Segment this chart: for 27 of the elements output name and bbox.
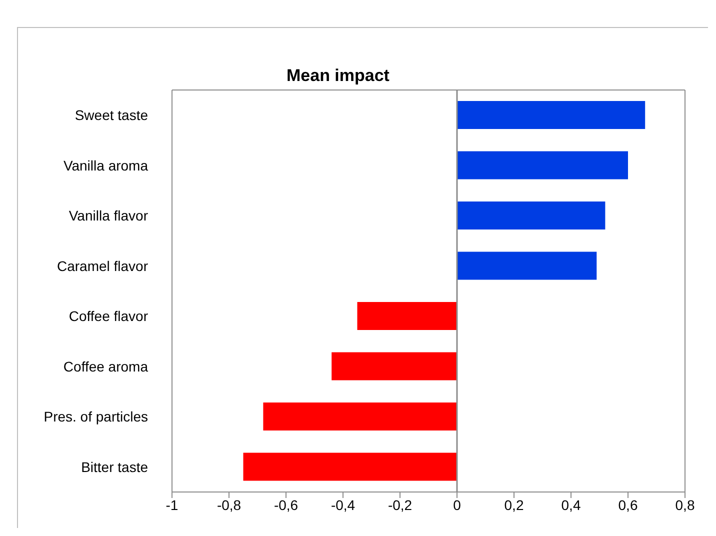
y-tick-label: Sweet taste: [74, 107, 148, 124]
x-tick-label: 0,8: [675, 496, 695, 513]
y-tick-label: Caramel flavor: [56, 258, 148, 274]
chart-title: Mean impact: [286, 66, 390, 86]
y-tick-label: Vanilla flavor: [68, 208, 148, 224]
x-tick-label: -0,2: [388, 496, 412, 513]
x-tick-label: 0,6: [618, 496, 638, 513]
bar: [357, 302, 457, 330]
x-tick-label: -0,6: [274, 496, 298, 513]
bar: [457, 151, 628, 180]
x-tick-label: -1: [166, 496, 178, 513]
x-tick-label: 0,2: [504, 496, 524, 513]
bar: [457, 252, 597, 280]
bar: [332, 352, 457, 380]
y-tick-label: Vanilla aroma: [63, 157, 148, 174]
bar: [457, 101, 646, 130]
y-tick-label: Coffee flavor: [68, 308, 148, 324]
x-tick-label: 0,4: [561, 496, 581, 513]
bar: [457, 202, 606, 230]
y-tick-label: Bitter taste: [81, 458, 148, 475]
bar: [263, 402, 457, 431]
y-tick-label: Pres. of particles: [44, 408, 148, 425]
x-tick-label: 0: [453, 496, 462, 513]
bar: [243, 452, 457, 481]
x-tick-label: -0,4: [330, 496, 356, 513]
y-tick-label: Coffee aroma: [63, 358, 148, 374]
x-tick-label: -0,8: [216, 496, 242, 513]
